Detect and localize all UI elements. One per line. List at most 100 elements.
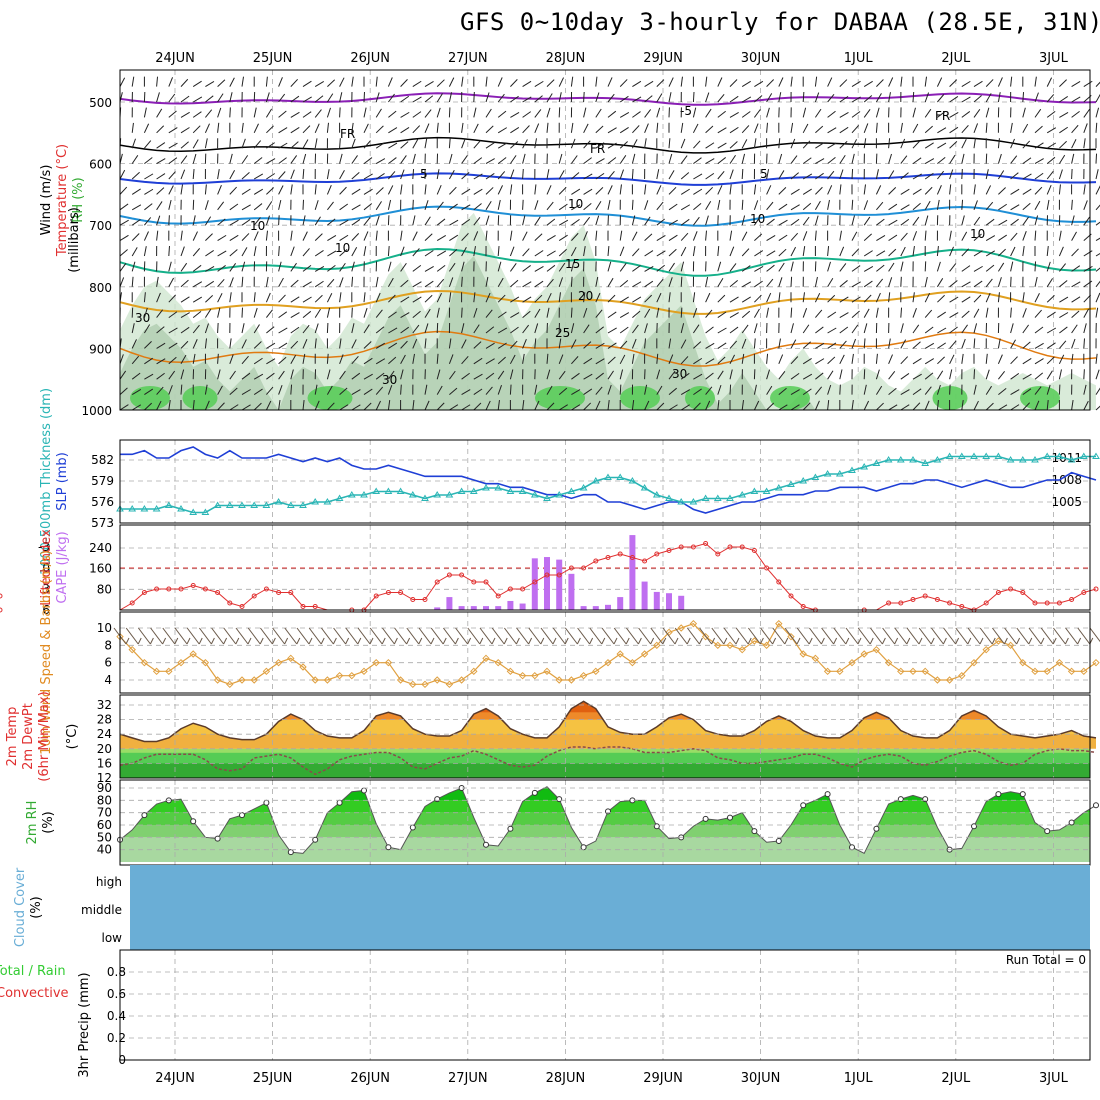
surface-wind-barb bbox=[247, 637, 252, 645]
wind-barb bbox=[851, 125, 860, 134]
wind-barb bbox=[814, 215, 819, 226]
surface-wind-barb bbox=[748, 627, 761, 645]
wind-barb bbox=[461, 356, 469, 365]
wind-barb bbox=[217, 385, 223, 395]
wind-barb bbox=[863, 384, 867, 395]
rh-high-shading bbox=[932, 386, 968, 410]
wind-barb bbox=[241, 188, 251, 195]
wind-barb bbox=[509, 354, 516, 365]
wind-barb bbox=[888, 354, 893, 364]
wind-barb bbox=[754, 250, 764, 257]
surface-wind-barb bbox=[772, 637, 777, 645]
wind-barb bbox=[607, 294, 616, 303]
wind-barb bbox=[485, 158, 495, 165]
wind-barb bbox=[912, 107, 916, 118]
wind-barb bbox=[363, 402, 372, 411]
wind-barb bbox=[717, 384, 722, 395]
lifted-index-marker bbox=[593, 558, 599, 564]
lifted-index-marker bbox=[788, 593, 794, 599]
rh-marker bbox=[653, 823, 660, 830]
thickness-marker bbox=[262, 501, 271, 508]
wind-barb bbox=[607, 311, 617, 319]
wind-barb bbox=[229, 169, 236, 180]
rh-marker bbox=[849, 844, 855, 851]
wind-barb bbox=[388, 294, 396, 303]
contour-label: 10 bbox=[970, 227, 985, 241]
wind-barb bbox=[937, 311, 946, 319]
surface-wind-barb bbox=[1065, 627, 1078, 645]
wind-barb bbox=[1022, 157, 1032, 165]
lifted-index-marker bbox=[922, 593, 928, 599]
wind-barb bbox=[961, 111, 971, 118]
wind-barb bbox=[1058, 369, 1062, 380]
wind-barb bbox=[387, 245, 390, 257]
wind-barb bbox=[388, 157, 397, 164]
wind-barb bbox=[119, 203, 129, 211]
wind-barb bbox=[424, 338, 427, 349]
lifted-index-marker bbox=[1081, 590, 1087, 595]
wind-barb bbox=[400, 184, 403, 195]
precip-panel bbox=[119, 949, 1091, 1061]
surface-wind-barb bbox=[955, 627, 969, 645]
wind-barb bbox=[875, 107, 880, 118]
wind-barb bbox=[741, 353, 745, 364]
wind-barb bbox=[168, 157, 178, 165]
wind-barb bbox=[558, 338, 562, 349]
wind-barb bbox=[1083, 384, 1087, 395]
wind-barb bbox=[131, 171, 140, 180]
wind-barb bbox=[790, 323, 794, 334]
wind-barb bbox=[436, 93, 443, 103]
surface-wind-barb bbox=[637, 637, 642, 645]
wind-barb bbox=[461, 276, 463, 287]
wind-barb bbox=[510, 296, 520, 303]
wind-barb bbox=[607, 77, 613, 87]
wind-barb bbox=[351, 355, 359, 365]
wind-barb bbox=[1034, 342, 1044, 349]
wind-speed-marker bbox=[787, 632, 795, 641]
wind-barb bbox=[131, 188, 141, 195]
wind-barb bbox=[1046, 127, 1057, 134]
wind-barb bbox=[497, 110, 507, 118]
rh-marker bbox=[531, 789, 538, 796]
wind-barb bbox=[827, 94, 835, 103]
surface-wind-barb bbox=[210, 637, 215, 645]
wind-barb bbox=[168, 342, 178, 349]
wind-barb bbox=[278, 157, 287, 165]
wind-barb bbox=[168, 400, 171, 411]
wind-barb bbox=[510, 95, 519, 103]
wind-barb bbox=[192, 153, 197, 164]
lifted-index-marker bbox=[178, 586, 184, 592]
wind-barb bbox=[619, 141, 628, 149]
wind-speed-marker bbox=[860, 650, 868, 658]
thickness-marker bbox=[909, 456, 917, 463]
wind-barb bbox=[778, 292, 781, 303]
wind-barb bbox=[131, 404, 142, 411]
wind-barb bbox=[156, 309, 164, 318]
wind-barb bbox=[632, 265, 641, 272]
lifted-index-marker bbox=[568, 565, 574, 571]
wind-speed-marker bbox=[994, 637, 1003, 645]
contour-label: 5 bbox=[420, 167, 428, 181]
lifted-index-tick: 3 bbox=[42, 582, 50, 596]
wind-barb bbox=[229, 249, 238, 257]
wind-barb bbox=[863, 280, 873, 288]
surface-wind-barb bbox=[1064, 637, 1069, 645]
wind-barb bbox=[1010, 356, 1018, 365]
wind-barb bbox=[229, 107, 231, 118]
wind-barb bbox=[1022, 91, 1025, 103]
wind-barb bbox=[473, 173, 483, 180]
wind-speed-marker bbox=[213, 676, 222, 684]
wind-barb bbox=[204, 216, 212, 226]
lifted-index-marker bbox=[251, 593, 257, 599]
wind-barb bbox=[912, 140, 921, 149]
wind-barb bbox=[461, 339, 467, 349]
wind-barb bbox=[1046, 142, 1057, 149]
wind-barb bbox=[375, 276, 379, 287]
wind-barb bbox=[632, 248, 640, 257]
wind-barb bbox=[949, 326, 958, 334]
wind-barb bbox=[253, 231, 259, 241]
wind-barb bbox=[631, 215, 636, 226]
wind-barb bbox=[693, 388, 702, 396]
wind-barb bbox=[497, 157, 507, 164]
lifted-index-marker bbox=[202, 586, 208, 592]
